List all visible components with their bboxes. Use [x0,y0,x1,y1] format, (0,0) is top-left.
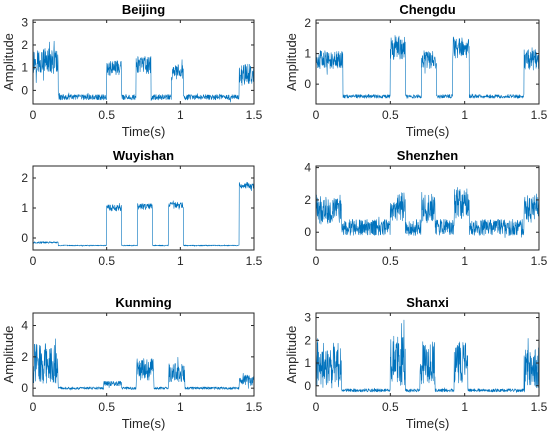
series-line-5 [33,338,254,391]
x-tick-label: 0 [30,254,37,268]
x-axis-label: Time(s) [122,416,166,431]
x-tick-label: 0 [313,254,320,268]
x-tick-label: 1.5 [531,108,548,122]
y-tick-label: 1 [304,47,311,61]
x-axis-label: Time(s) [406,416,450,431]
y-tick-label: 4 [21,319,28,333]
x-tick-label: 0 [30,108,37,122]
y-tick-label: 1 [21,61,28,75]
y-axis-label: Amplitude [1,326,16,384]
y-tick-label: 2 [21,171,28,185]
x-tick-label: 0.5 [98,108,115,122]
chart-panel-5: 0 0.5 1 1.5 0 2 4 Kunming Time(s) Amplitude [1,295,263,431]
panel-title: Shenzhen [397,148,458,163]
series-line-3 [33,181,254,247]
axes-box [32,19,255,105]
x-axis-label: Time(s) [122,124,166,139]
x-tick-label: 0.5 [382,108,399,122]
x-tick-label: 0.5 [382,400,399,414]
y-tick-label: 4 [304,161,311,175]
y-axis-label: Amplitude [284,326,299,384]
x-tick-label: 1 [461,254,468,268]
x-tick-label: 0.5 [382,254,399,268]
x-tick-label: 0.5 [98,254,115,268]
x-tick-label: 0 [313,108,320,122]
axes-box [315,165,540,251]
x-tick-label: 1.5 [531,254,548,268]
chart-panel-3: 0 0.5 1 1.5 0 1 2 Wuyishan [21,148,262,268]
axes-box [315,19,540,105]
axes-box [315,312,540,397]
y-tick-label: 3 [21,15,28,29]
chart-panel-6: 0 0.5 1 1.5 0 1 2 3 Shanxi Time(s) Amplitude [284,295,548,431]
y-tick-label: 0 [21,231,28,245]
series-line-1 [33,40,254,103]
y-tick-label: 0 [21,83,28,97]
y-tick-label: 1 [21,201,28,215]
y-tick-label: 1 [304,356,311,370]
y-tick-label: 2 [21,38,28,52]
y-tick-label: 0 [304,225,311,239]
panel-title: Chengdu [399,2,455,17]
axes-box [32,312,255,397]
x-tick-label: 1 [461,400,468,414]
series-line-6 [316,319,539,393]
y-tick-label: 2 [304,16,311,30]
panel-title: Kunming [115,295,171,310]
y-tick-label: 0 [304,379,311,393]
chart-panel-1: 0 0.5 1 1.5 0 1 2 3 Beijing Time(s) Amplitude [1,2,263,139]
chart-panel-4: 0 0.5 1 1.5 0 2 4 Shenzhen [304,148,547,268]
y-tick-label: 0 [304,77,311,91]
x-tick-label: 1.5 [246,108,263,122]
x-axis-label: Time(s) [406,124,450,139]
x-tick-label: 0 [313,400,320,414]
y-tick-label: 3 [304,311,311,325]
x-tick-label: 0.5 [98,400,115,414]
x-tick-label: 1 [177,108,184,122]
series-line-2 [316,35,539,99]
series-line-4 [316,187,539,238]
y-axis-label: Amplitude [284,33,299,91]
y-axis-label: Amplitude [1,33,16,91]
x-tick-label: 1 [177,400,184,414]
chart-panel-2: 0 0.5 1 1.5 0 1 2 Chengdu Time(s) Amplitude [284,2,548,139]
panel-title: Shanxi [406,295,449,310]
panel-title: Beijing [122,2,165,17]
y-tick-label: 2 [304,333,311,347]
panel-title: Wuyishan [113,148,174,163]
x-tick-label: 1.5 [531,400,548,414]
x-tick-label: 1 [461,108,468,122]
x-tick-label: 1.5 [246,400,263,414]
y-tick-label: 0 [21,381,28,395]
x-tick-label: 0 [30,400,37,414]
y-tick-label: 2 [304,193,311,207]
x-tick-label: 1 [177,254,184,268]
x-tick-label: 1.5 [246,254,263,268]
y-tick-label: 2 [21,350,28,364]
